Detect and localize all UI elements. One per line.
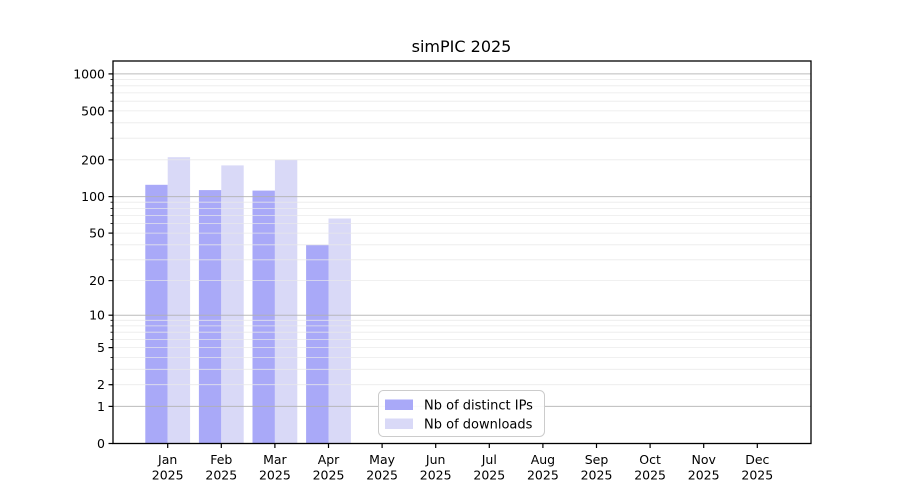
x-tick-label-year: 2025 [259,468,291,483]
legend-swatch-downloads [385,418,413,429]
y-tick-label: 500 [81,103,105,118]
x-tick-label-year: 2025 [741,468,773,483]
bar-jan-series1 [167,157,191,444]
legend: Nb of distinct IPs Nb of downloads [378,390,545,437]
x-tick-label-month: Jan [157,452,177,467]
y-tick-label: 100 [81,189,105,204]
bar-mar-series0 [252,190,275,444]
y-tick-label: 5 [97,340,105,355]
x-tick-label-month: Nov [691,452,716,467]
bar-apr-series0 [306,244,329,444]
x-tick-label-year: 2025 [473,468,505,483]
legend-swatch-distinct-ips [385,399,413,410]
bar-feb-series1 [221,165,244,444]
x-tick-label-year: 2025 [152,468,184,483]
chart-title: simPIC 2025 [412,37,512,56]
x-tick-label-year: 2025 [527,468,559,483]
x-tick-label-month: Sep [585,452,609,467]
x-tick-label-month: Feb [210,452,232,467]
bar-jan-series0 [145,184,168,444]
x-tick-label-month: Aug [531,452,555,467]
y-tick-label: 1 [97,399,105,414]
x-tick-label-month: Mar [263,452,287,467]
legend-label-distinct-ips: Nb of distinct IPs [424,399,533,414]
x-tick-label-month: Oct [639,452,661,467]
bar-apr-series1 [328,218,351,444]
x-tick-label-year: 2025 [366,468,398,483]
x-tick-label-month: Jul [481,452,497,467]
y-tick-label: 50 [89,226,105,241]
legend-box [378,390,545,437]
x-tick-label-year: 2025 [420,468,452,483]
x-tick-label-month: May [369,452,395,467]
y-tick-label: 200 [81,152,105,167]
x-tick-label-year: 2025 [205,468,237,483]
x-tick-label-year: 2025 [313,468,345,483]
bar-mar-series1 [274,159,298,444]
bar-feb-series0 [198,190,222,444]
y-tick-label: 10 [89,308,105,323]
x-tick-label-month: Jun [425,452,446,467]
x-tick-label-month: Dec [745,452,769,467]
y-tick-label: 1000 [73,66,105,81]
plot-frame [112,60,812,445]
x-tick-label-year: 2025 [581,468,613,483]
x-tick-label-year: 2025 [688,468,720,483]
x-tick-label-month: Apr [318,452,340,467]
legend-label-downloads: Nb of downloads [424,418,533,433]
y-tick-label: 2 [97,377,105,392]
y-tick-label: 0 [97,436,105,451]
y-tick-label: 20 [89,273,105,288]
x-tick-label-year: 2025 [634,468,666,483]
